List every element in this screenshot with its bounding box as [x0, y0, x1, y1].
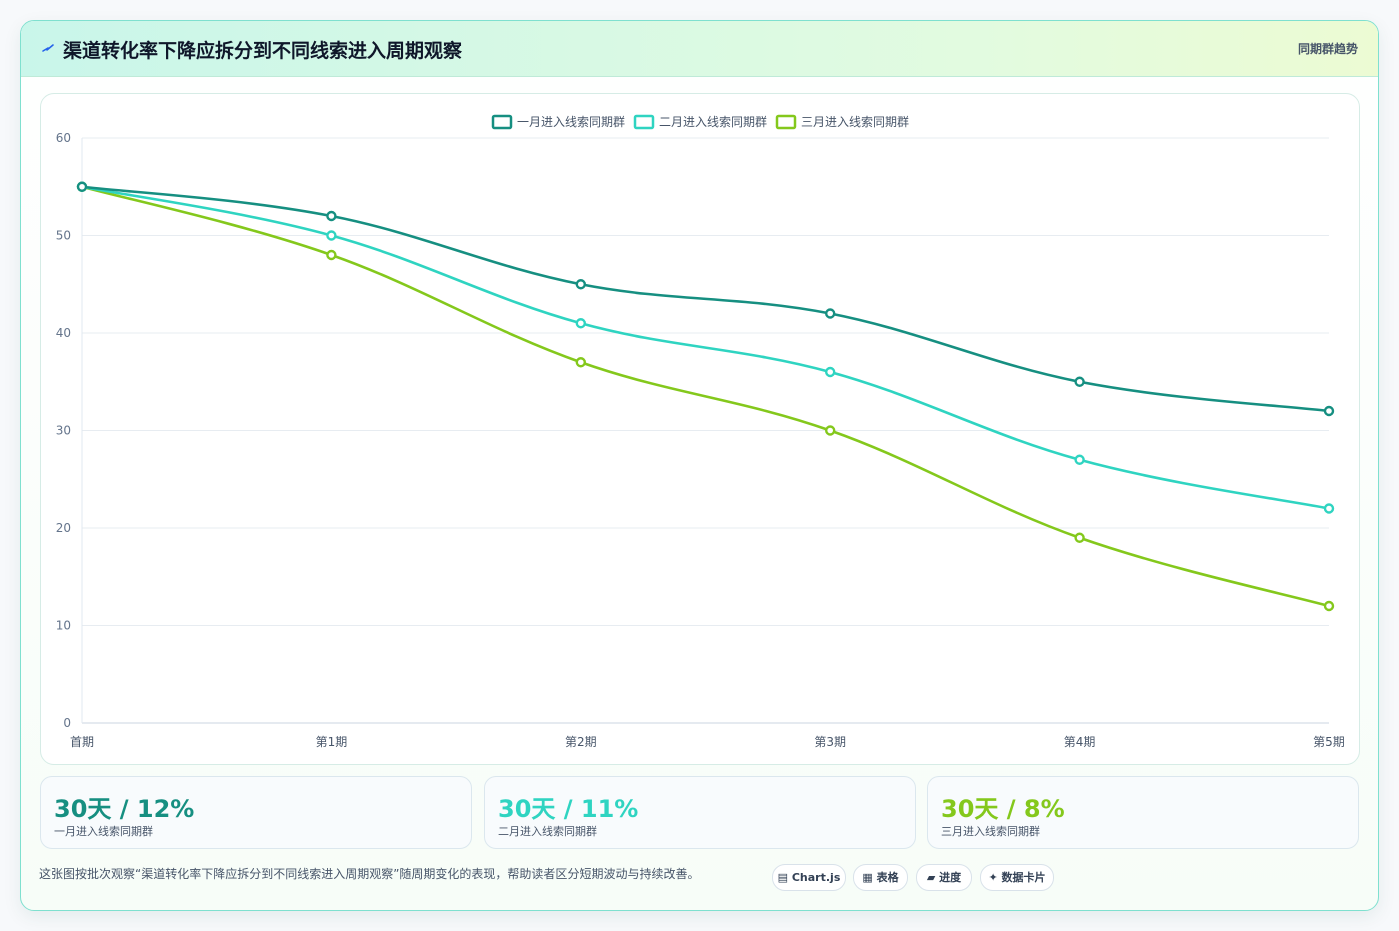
x-tick-label: 第5期: [1313, 735, 1345, 749]
data-point: [1323, 503, 1335, 514]
data-point: [326, 210, 337, 222]
legend-swatch: [491, 114, 513, 130]
data-point: [825, 308, 836, 319]
data-point: [1074, 454, 1085, 465]
chip-data-cards[interactable]: ✦ 数据卡片: [980, 864, 1054, 891]
y-tick-label: 20: [56, 521, 71, 535]
lightning-icon: [42, 44, 54, 52]
y-tick-label: 50: [56, 229, 71, 243]
data-point: [825, 425, 836, 436]
chip-chartjs[interactable]: ▤ Chart.js: [772, 864, 846, 891]
chip-label: 表格: [876, 871, 899, 884]
data-point: [575, 318, 586, 329]
legend-swatch: [775, 114, 797, 130]
legend-label: 二月进入线索同期群: [659, 115, 767, 129]
chip-label: 数据卡片: [1001, 871, 1046, 884]
data-point: [575, 279, 586, 290]
stat-value: 30天 / 12%: [54, 795, 195, 823]
legend-label: 三月进入线索同期群: [801, 115, 909, 129]
chip-label: Chart.js: [791, 871, 841, 884]
footnote: 这张图按批次观察“渠道转化率下降应拆分到不同线索进入周期观察”随周期变化的表现，…: [39, 867, 700, 881]
y-tick-label: 0: [63, 716, 71, 730]
chip-label: 进度: [939, 871, 962, 884]
x-tick-label: 第3期: [814, 735, 846, 749]
x-tick-label: 第4期: [1064, 735, 1096, 749]
cohort-card: 渠道转化率下降应拆分到不同线索进入周期观察 同期群趋势 0 10 20 30 40 50 6…: [20, 20, 1379, 911]
chip-progress[interactable]: ▰ 进度: [916, 864, 972, 891]
data-point: [575, 357, 586, 368]
stat-card-1: 30天 / 12% 一月进入线索同期群: [40, 776, 472, 849]
y-tick-label: 40: [56, 326, 71, 340]
y-tick-label: 10: [56, 619, 71, 633]
data-point: [1074, 376, 1085, 387]
chart-icon: ▤: [777, 871, 789, 884]
data-point: [1323, 600, 1335, 612]
progress-icon: ▰: [926, 871, 936, 884]
legend-swatch: [633, 114, 655, 130]
data-point: [326, 230, 337, 241]
chip-table[interactable]: ▦ 表格: [853, 864, 908, 891]
stat-label: 二月进入线索同期群: [498, 825, 597, 838]
stat-value: 30天 / 11%: [498, 795, 639, 823]
data-point: [76, 181, 88, 192]
y-tick-label: 60: [56, 131, 71, 145]
legend-label: 一月进入线索同期群: [517, 115, 625, 129]
x-tick-label: 第2期: [565, 735, 597, 749]
stat-label: 三月进入线索同期群: [941, 825, 1040, 838]
stat-card-2: 30天 / 11% 二月进入线索同期群: [484, 776, 916, 849]
series-line: [80, 185, 1331, 413]
data-point: [1323, 405, 1335, 417]
sparkle-icon: ✦: [988, 871, 998, 884]
data-point: [326, 249, 337, 261]
series-line: [80, 185, 1331, 510]
x-tick-label: 首期: [70, 735, 94, 749]
line-chart: 0 10 20 30 40 50 60 首期 第1期 第2期 第3期 第4期 第5期 一月进入线索同期群 二…: [56, 114, 1345, 749]
y-tick-label: 30: [56, 424, 71, 438]
series-line: [80, 185, 1331, 608]
data-point: [1074, 532, 1085, 543]
card-header: 渠道转化率下降应拆分到不同线索进入周期观察 同期群趋势: [21, 21, 1378, 77]
stat-value: 30天 / 8%: [941, 795, 1065, 823]
data-point: [825, 366, 836, 378]
stat-card-3: 30天 / 8% 三月进入线索同期群: [927, 776, 1359, 849]
stat-label: 一月进入线索同期群: [54, 825, 153, 838]
page-title: 渠道转化率下降应拆分到不同线索进入周期观察: [63, 40, 463, 62]
chart-panel: 0 10 20 30 40 50 60 首期 第1期 第2期 第3期 第4期 第5期 一月进入线索同期群 二…: [40, 93, 1360, 765]
x-tick-label: 第1期: [316, 735, 348, 749]
header-tag: 同期群趋势: [1297, 42, 1358, 56]
table-icon: ▦: [862, 871, 873, 884]
